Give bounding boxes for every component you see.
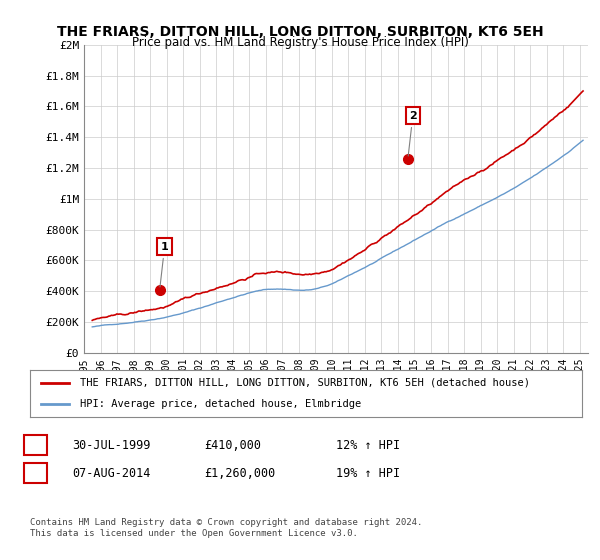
Text: 1: 1 <box>160 241 169 287</box>
Text: 07-AUG-2014: 07-AUG-2014 <box>72 466 151 480</box>
Text: 12% ↑ HPI: 12% ↑ HPI <box>336 438 400 452</box>
Text: 1: 1 <box>32 438 39 452</box>
Text: £1,260,000: £1,260,000 <box>204 466 275 480</box>
Text: THE FRIARS, DITTON HILL, LONG DITTON, SURBITON, KT6 5EH (detached house): THE FRIARS, DITTON HILL, LONG DITTON, SU… <box>80 378 530 388</box>
Text: HPI: Average price, detached house, Elmbridge: HPI: Average price, detached house, Elmb… <box>80 399 361 409</box>
Text: 2: 2 <box>32 466 39 480</box>
Text: THE FRIARS, DITTON HILL, LONG DITTON, SURBITON, KT6 5EH: THE FRIARS, DITTON HILL, LONG DITTON, SU… <box>56 25 544 39</box>
Text: Price paid vs. HM Land Registry's House Price Index (HPI): Price paid vs. HM Land Registry's House … <box>131 36 469 49</box>
Text: 30-JUL-1999: 30-JUL-1999 <box>72 438 151 452</box>
Text: 2: 2 <box>408 111 417 156</box>
Text: 19% ↑ HPI: 19% ↑ HPI <box>336 466 400 480</box>
Text: Contains HM Land Registry data © Crown copyright and database right 2024.
This d: Contains HM Land Registry data © Crown c… <box>30 518 422 538</box>
Text: £410,000: £410,000 <box>204 438 261 452</box>
